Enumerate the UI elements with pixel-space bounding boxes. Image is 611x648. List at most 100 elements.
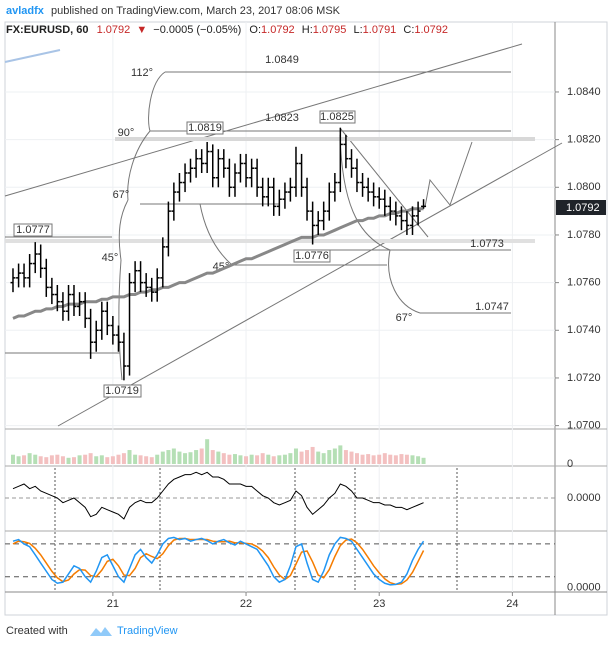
header-bg xyxy=(0,0,611,21)
x-tick-label: 24 xyxy=(506,598,518,610)
volume-bar xyxy=(260,453,265,464)
arc xyxy=(118,259,123,381)
ohlc-label: O: xyxy=(249,24,261,36)
volume-bar xyxy=(77,455,82,464)
session-lines xyxy=(54,468,458,590)
volume-bar xyxy=(155,454,160,464)
moving-average xyxy=(12,207,424,320)
volume-bar xyxy=(277,455,282,464)
symbol-line: FX:EURUSD, 60 1.0792 ▼ −0.0005 (−0.05%) … xyxy=(6,24,448,36)
volume-bar xyxy=(94,456,99,464)
last: 1.0792 xyxy=(97,24,131,36)
price-label: 1.0849 xyxy=(265,54,299,66)
volume-bar xyxy=(33,454,38,464)
ohlc-label: L: xyxy=(353,24,362,36)
volume-bar xyxy=(199,448,204,464)
angle-label: 45° xyxy=(102,252,119,264)
volume-bar xyxy=(271,456,276,464)
volume-bar xyxy=(216,451,221,464)
price-label: 1.0773 xyxy=(470,238,504,250)
angle-label: 67° xyxy=(396,312,413,324)
volume-bar xyxy=(255,455,260,464)
volume-bar xyxy=(188,452,193,464)
stochastic-line xyxy=(12,536,425,586)
volume-bar xyxy=(160,451,165,464)
label-box xyxy=(186,121,224,135)
last-price: 1.0792 xyxy=(566,202,600,214)
x-tick-label: 22 xyxy=(240,598,252,610)
volume-bar xyxy=(382,453,387,464)
arc xyxy=(118,199,129,261)
price-label: 1.0819 xyxy=(188,122,222,134)
volume-bar xyxy=(49,455,54,464)
volume-bar xyxy=(249,454,254,464)
ohlc-value: 1.0792 xyxy=(261,24,295,36)
volume-bar xyxy=(316,451,321,464)
grid xyxy=(5,22,555,592)
volume-bar xyxy=(343,450,348,464)
y-tick-label: 1.0760 xyxy=(567,277,601,289)
volume-bar xyxy=(244,456,249,464)
volume-bar xyxy=(138,455,143,464)
last-price-box xyxy=(556,200,606,215)
footer-brand[interactable]: TradingView xyxy=(117,625,178,637)
volume-bar xyxy=(60,456,65,464)
volume-bar xyxy=(149,457,154,464)
volume-bar xyxy=(349,451,354,464)
volume-bar xyxy=(127,450,132,464)
ohlc-label: H: xyxy=(302,24,313,36)
volume-bar xyxy=(22,455,27,464)
ohlc-value: 1.0792 xyxy=(414,24,448,36)
volume-bar xyxy=(360,454,365,464)
label-box xyxy=(319,110,356,124)
volume-bar xyxy=(421,457,426,464)
volume-bar xyxy=(393,455,398,464)
label-box xyxy=(103,384,142,398)
price-label: 1.0777 xyxy=(16,224,50,236)
y-tick-label: 1.0800 xyxy=(567,181,601,193)
volume-bar xyxy=(171,448,176,464)
volume-bar xyxy=(388,454,393,464)
label-box xyxy=(293,249,331,263)
y-tick-label: 0.0000 xyxy=(567,492,601,504)
volume-bar xyxy=(321,453,326,464)
volume-bar xyxy=(83,454,88,464)
y-tick-label: 0.0000 xyxy=(567,582,601,594)
volume-bar xyxy=(133,454,138,464)
y-tick-label: 1.0740 xyxy=(567,324,601,336)
volume-bar xyxy=(183,453,188,464)
volume-bar xyxy=(105,457,110,464)
trend-line xyxy=(339,127,429,238)
symbol: FX:EURUSD, 60 xyxy=(6,24,89,36)
trend-line xyxy=(4,43,523,197)
volume-bar xyxy=(404,454,409,464)
frame xyxy=(4,21,608,616)
volume-bar xyxy=(166,450,171,464)
volume-bar xyxy=(227,454,232,464)
drawings: 1.0849 1.0823 1.0825 1.0819 1.0777 1.077… xyxy=(4,43,563,427)
y-tick-label: 1.0720 xyxy=(567,372,601,384)
volume-bar xyxy=(416,456,421,464)
arc xyxy=(339,134,391,251)
volume-bar xyxy=(366,454,371,464)
volume-bar xyxy=(99,455,104,464)
volume-bar xyxy=(71,457,76,464)
volume-bar xyxy=(177,451,182,464)
y-tick-label: 1.0820 xyxy=(567,134,601,146)
y-tick-label: 1.0700 xyxy=(567,420,601,432)
volume-bar xyxy=(55,454,60,464)
volume-bar xyxy=(44,457,49,464)
y-tick-label: 0 xyxy=(567,458,573,470)
volume-bar xyxy=(210,450,215,464)
volume-bar xyxy=(110,456,115,464)
trend-line xyxy=(57,142,563,427)
blue-line xyxy=(4,49,61,63)
arrow: ▼ xyxy=(136,24,147,36)
volume-bar xyxy=(410,455,415,464)
x-tick-label: 21 xyxy=(107,598,119,610)
volume-bar xyxy=(144,456,149,464)
author: avladfx xyxy=(6,5,45,17)
volume-bar xyxy=(232,454,237,464)
volume-bar xyxy=(305,450,310,464)
volume-bar xyxy=(16,456,21,464)
